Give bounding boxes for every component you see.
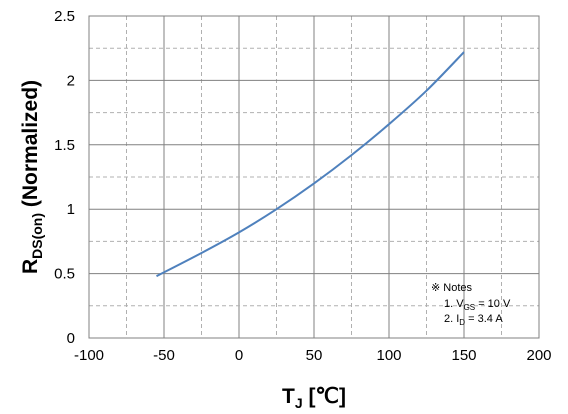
rdson-curve [156,51,465,278]
y-tick-label: 2.5 [54,8,75,25]
y-axis-title: RDS(on) (Normalized) [19,80,45,274]
x-axis-title: TJ [℃] [282,385,346,411]
x-tick-label: 0 [235,347,243,364]
y-axis-title-sub: DS(on) [29,213,45,259]
y-tick-label: 1.5 [54,137,75,154]
plot-area-frame [88,15,540,339]
note-line-1: 1. VGS = 10 V [444,298,511,312]
note-line-2: 2. ID = 3.4 A [444,313,503,327]
y-tick-label: 0 [67,330,75,347]
x-tick-label: 100 [376,347,401,364]
grid [89,16,539,338]
x-tick-label: -100 [74,347,104,364]
notes-annotation: ※ Notes 1. VGS = 10 V 2. ID = 3.4 A [431,282,511,327]
x-axis-title-main: T [282,385,295,408]
y-tick-label: 0.5 [54,266,75,283]
y-axis-title-rest: (Normalized) [19,80,42,213]
notes-title: ※ Notes [431,282,473,294]
x-tick-label: -50 [153,347,175,364]
y-tick-label: 1 [67,201,75,218]
x-axis-title-sub: J [295,395,303,411]
x-tick-label: 200 [526,347,551,364]
y-axis-title-main: R [19,259,42,274]
x-tick-label: 50 [306,347,323,364]
tick-labels: -100 -50 0 50 100 150 200 0 0.5 1 1.5 2 2.5 [54,8,551,364]
x-axis-title-unit: [℃] [303,385,346,408]
series [156,51,465,278]
x-tick-label: 150 [451,347,476,364]
y-tick-label: 2 [67,72,75,89]
